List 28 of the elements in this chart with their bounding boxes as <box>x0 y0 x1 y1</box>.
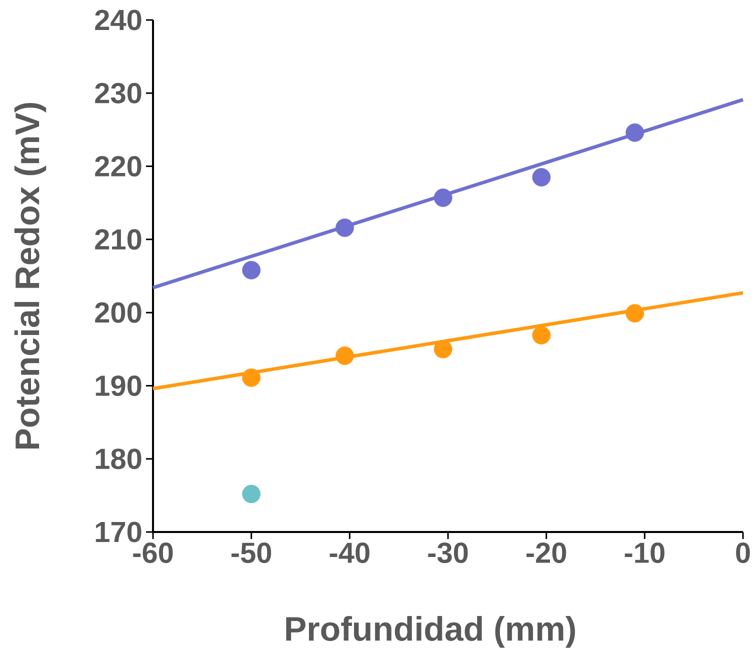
y-tick-label: 200 <box>95 302 142 323</box>
point <box>336 218 354 237</box>
x-axis-title: Profundidad (mm) <box>286 616 575 648</box>
point <box>434 340 452 358</box>
y-tick-label: 190 <box>96 375 142 396</box>
point <box>532 168 551 186</box>
x-tick-label: -40 <box>330 542 370 564</box>
y-tick-label: 220 <box>95 156 142 177</box>
x-tick-label: -20 <box>526 542 566 564</box>
point <box>626 304 644 323</box>
point <box>626 123 644 142</box>
y-tick-label: 170 <box>96 522 142 542</box>
point <box>242 484 261 504</box>
point <box>242 368 261 387</box>
point <box>242 260 261 280</box>
x-tick-label: -60 <box>133 542 173 564</box>
x-tick-label: -10 <box>624 542 664 564</box>
x-tick-label: -30 <box>428 542 468 564</box>
y-tick-label: 240 <box>95 10 142 30</box>
point <box>532 326 551 344</box>
y-tick-label: 210 <box>95 229 142 250</box>
x-tick-label: 0 <box>736 542 750 564</box>
y-tick-label: 180 <box>96 448 142 470</box>
point <box>434 188 452 207</box>
y-axis-title: Potencial Redox (mV) <box>14 102 46 448</box>
point <box>336 346 354 365</box>
x-tick-label: -50 <box>232 542 272 564</box>
y-tick-label: 230 <box>95 82 142 104</box>
